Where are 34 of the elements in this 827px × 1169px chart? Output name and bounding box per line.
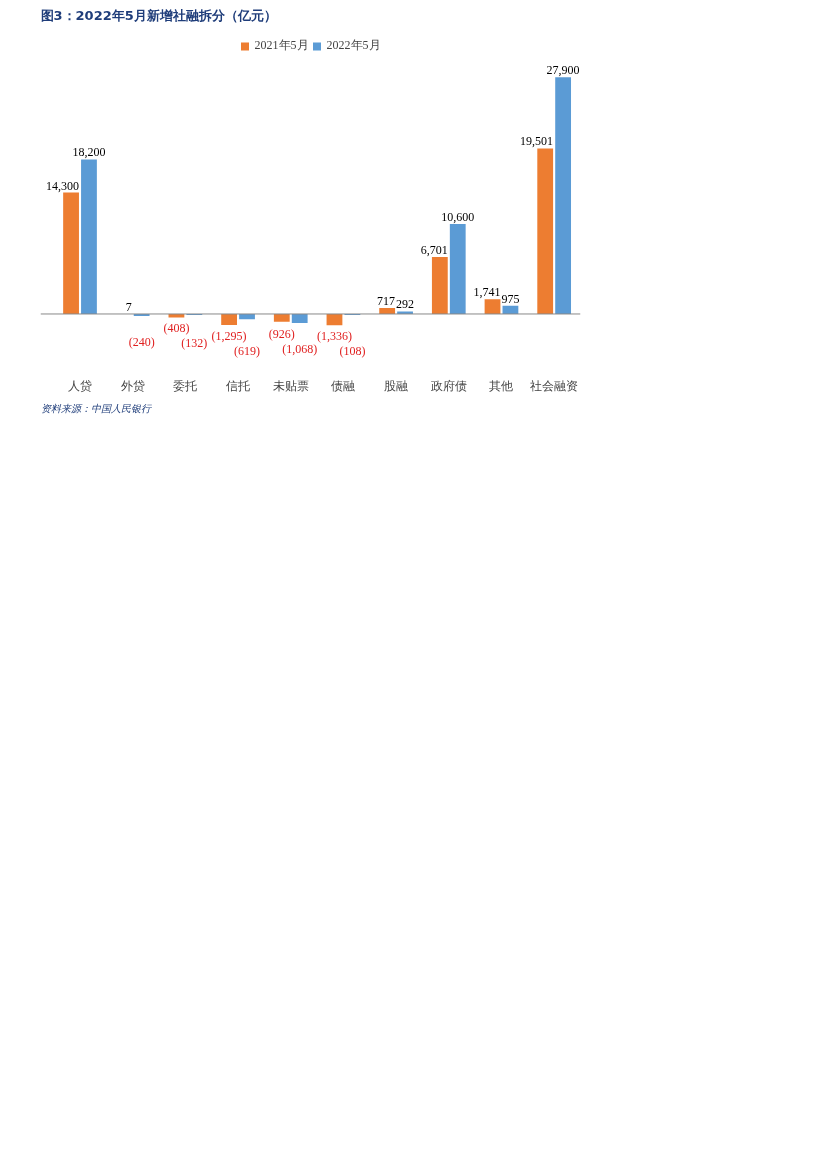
legend-label: 2021年5月 xyxy=(254,37,309,54)
data-label: 7 xyxy=(125,299,132,314)
data-label: (1,068) xyxy=(282,342,318,357)
x-tick-label: 其他 xyxy=(489,378,514,393)
data-label: (408) xyxy=(163,321,190,336)
chart-title: 图3：2022年5月新增社融拆分（亿元） xyxy=(40,7,277,23)
data-label: 1,741 xyxy=(473,285,501,300)
x-tick-label: 人贷 xyxy=(68,378,93,393)
data-label: (619) xyxy=(234,343,261,358)
data-label: 18,200 xyxy=(72,145,106,160)
data-label: (1,295) xyxy=(211,328,247,343)
text: 资料来源：中国人民银行 xyxy=(40,402,152,414)
x-tick-label: 信托 xyxy=(226,378,251,393)
data-label: (240) xyxy=(128,335,155,350)
data-label: 10,600 xyxy=(441,209,475,224)
data-label: (1,336) xyxy=(316,329,352,344)
x-tick-label: 政府债 xyxy=(430,378,467,393)
legend-label: 2022年5月 xyxy=(326,37,381,54)
x-tick-label: 社会融资 xyxy=(530,378,579,393)
x-tick-label: 债融 xyxy=(331,378,356,393)
data-label: 975 xyxy=(501,291,520,306)
data-label: 14,300 xyxy=(45,178,79,193)
x-tick-label: 外贷 xyxy=(120,378,145,393)
data-label: 292 xyxy=(396,297,415,312)
data-label: (926) xyxy=(268,327,295,342)
data-label: (132) xyxy=(181,336,208,351)
data-label: 6,701 xyxy=(420,243,448,258)
data-label: 19,501 xyxy=(520,134,554,149)
data-label: 27,900 xyxy=(546,63,580,78)
x-tick-label: 委托 xyxy=(173,378,198,393)
x-tick-label: 股融 xyxy=(384,378,409,393)
data-label: 717 xyxy=(377,293,396,308)
x-tick-label: 未贴票 xyxy=(272,378,309,393)
data-label: (108) xyxy=(339,344,366,359)
